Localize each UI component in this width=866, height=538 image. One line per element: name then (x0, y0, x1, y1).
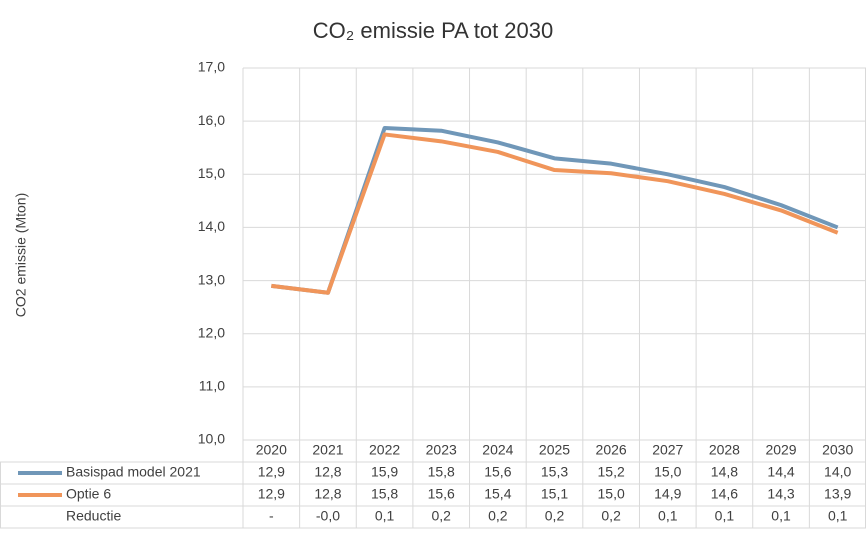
y-tick-label: 14,0 (198, 218, 225, 234)
table-cell: 15,1 (541, 486, 568, 502)
x-tick-label: 2022 (369, 442, 400, 458)
legend-label: Basispad model 2021 (66, 464, 201, 480)
legend-label: Reductie (66, 508, 121, 524)
y-tick-label: 17,0 (198, 59, 225, 75)
y-tick-label: 10,0 (198, 431, 225, 447)
x-tick-label: 2030 (822, 442, 853, 458)
x-tick-label: 2026 (596, 442, 627, 458)
table-cell: 15,8 (428, 464, 455, 480)
table-cell: 14,9 (654, 486, 681, 502)
table-cell: 14,6 (711, 486, 738, 502)
x-tick-label: 2029 (765, 442, 796, 458)
y-tick-label: 15,0 (198, 165, 225, 181)
y-tick-label: 16,0 (198, 112, 225, 128)
table-cell: 0,1 (828, 508, 848, 524)
table-cell: 12,9 (258, 486, 285, 502)
table-cell: 13,9 (824, 486, 851, 502)
table-cell: 0,1 (715, 508, 735, 524)
table-cell: 0,2 (488, 508, 508, 524)
table-cell: 15,6 (484, 464, 511, 480)
y-tick-label: 11,0 (199, 378, 225, 394)
x-tick-label: 2021 (312, 442, 343, 458)
table-cell: 15,0 (598, 486, 625, 502)
table-cell: 0,1 (375, 508, 395, 524)
table-cell: 15,9 (371, 464, 398, 480)
table-cell: 12,9 (258, 464, 285, 480)
y-axis-label: CO2 emissie (Mton) (13, 193, 29, 317)
table-cell: 15,8 (371, 486, 398, 502)
x-tick-label: 2025 (539, 442, 570, 458)
table-cell: 14,0 (824, 464, 851, 480)
table-cell: 15,2 (598, 464, 625, 480)
table-cell: 15,0 (654, 464, 681, 480)
table-cell: 0,2 (545, 508, 565, 524)
y-tick-label: 12,0 (198, 324, 225, 340)
table-cell: 14,8 (711, 464, 738, 480)
table-cell: 0,1 (771, 508, 791, 524)
chart-title: CO₂ emissie PA tot 2030 (313, 18, 553, 43)
y-tick-label: 13,0 (198, 271, 225, 287)
table-cell: 0,2 (601, 508, 621, 524)
table-cell: 15,3 (541, 464, 568, 480)
table-cell: 12,8 (314, 486, 341, 502)
x-tick-label: 2020 (256, 442, 287, 458)
legend-label: Optie 6 (66, 486, 111, 502)
table-cell: 0,1 (658, 508, 678, 524)
table-cell: 0,2 (431, 508, 451, 524)
table-cell: 14,4 (767, 464, 794, 480)
table-cell: - (269, 508, 274, 524)
table-cell: 15,4 (484, 486, 511, 502)
table-cell: 14,3 (767, 486, 794, 502)
x-tick-label: 2028 (709, 442, 740, 458)
x-tick-label: 2024 (482, 442, 513, 458)
x-tick-label: 2023 (426, 442, 457, 458)
table-cell: 15,6 (428, 486, 455, 502)
table-cell: -0,0 (316, 508, 340, 524)
x-tick-label: 2027 (652, 442, 683, 458)
line-series (271, 132, 839, 295)
table-cell: 12,8 (314, 464, 341, 480)
